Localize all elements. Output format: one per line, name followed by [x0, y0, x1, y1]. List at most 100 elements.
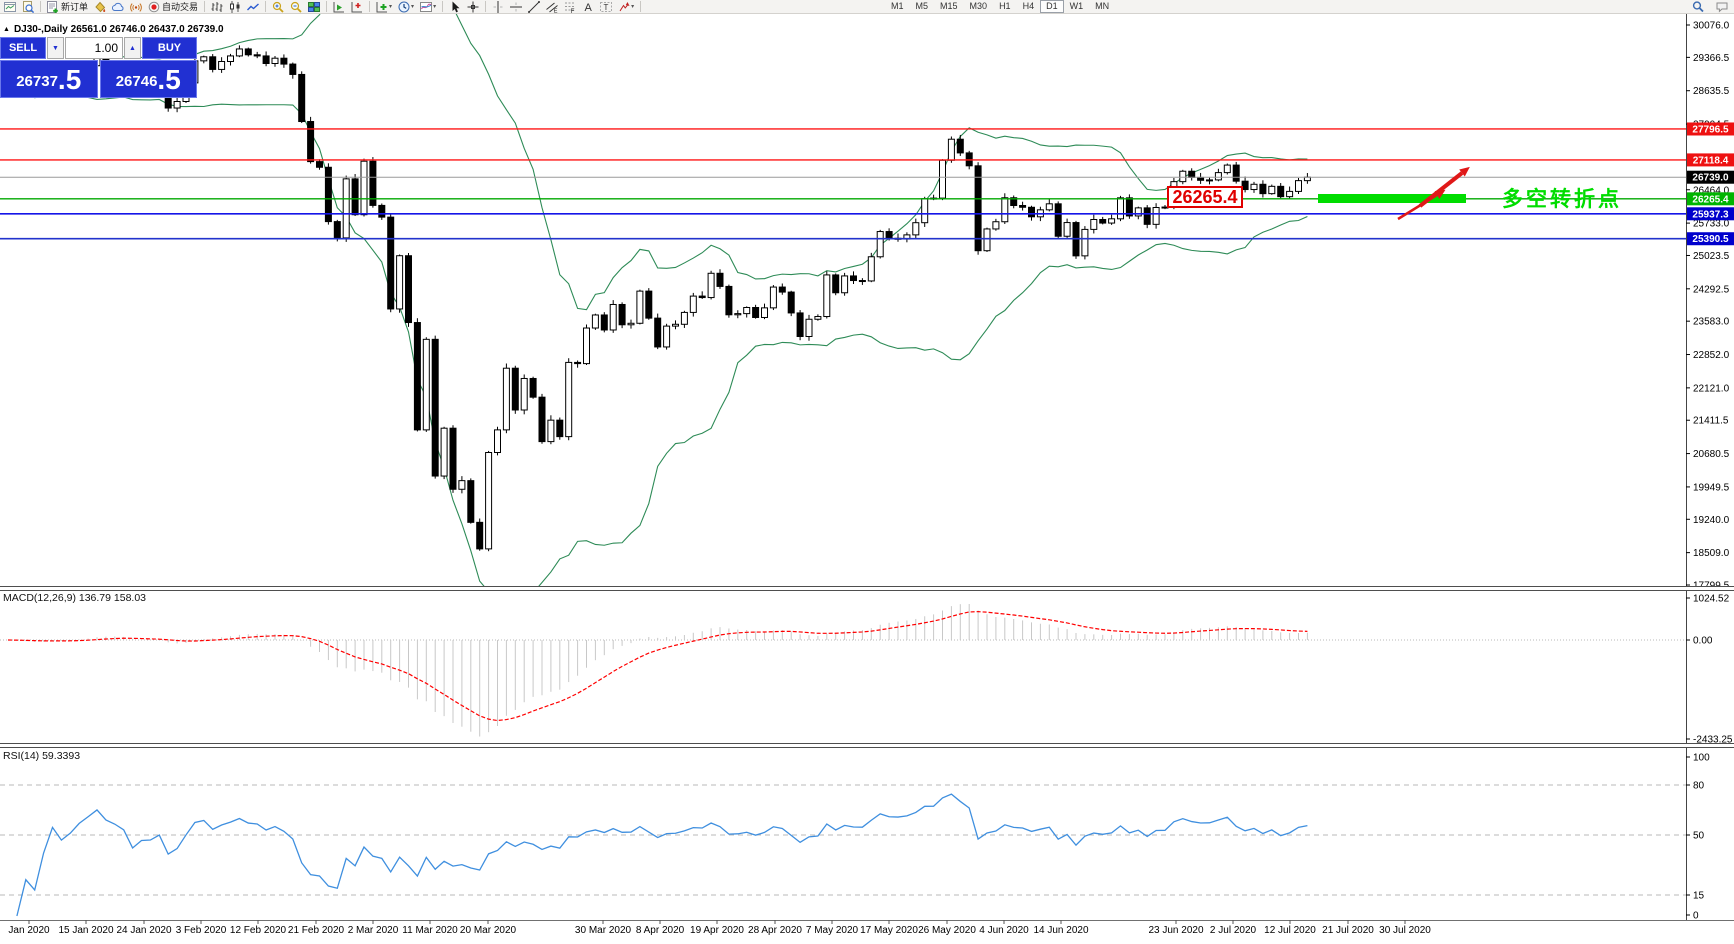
candlestick-chart-icon[interactable]	[226, 0, 244, 13]
periods-dropdown-icon[interactable]: ▾	[411, 4, 415, 10]
svg-text:26265.4: 26265.4	[1692, 194, 1729, 205]
one-click-trading-panel: SELL ▼ ▲ BUY 26737.5 26746.5	[0, 37, 197, 98]
svg-text:2 Jul 2020: 2 Jul 2020	[1210, 925, 1257, 936]
macd-rsi-pane-separator[interactable]	[0, 743, 1734, 748]
turning-point-note[interactable]: 多空转折点	[1502, 188, 1622, 211]
svg-text:22121.0: 22121.0	[1693, 383, 1730, 394]
volume-decrease-button[interactable]: ▼	[47, 37, 64, 59]
zoom-out-icon[interactable]	[287, 0, 305, 13]
volume-increase-button[interactable]: ▲	[124, 37, 141, 59]
toolbar-separator	[369, 1, 371, 12]
arrows-dropdown-icon[interactable]: ▾	[631, 4, 635, 10]
indicators-dropdown-icon[interactable]: ▾	[389, 4, 393, 10]
buy-price-main: 26746	[115, 73, 158, 90]
auto-scroll-icon[interactable]	[330, 0, 348, 13]
svg-text:30 Mar 2020: 30 Mar 2020	[575, 925, 632, 936]
sell-price-big-digit: .5	[57, 64, 82, 95]
svg-text:25023.5: 25023.5	[1693, 251, 1730, 262]
svg-text:17 May 2020: 17 May 2020	[860, 925, 918, 936]
symbol-collapse-icon[interactable]: ▲	[3, 26, 10, 33]
svg-text:28635.5: 28635.5	[1693, 86, 1730, 97]
buy-button[interactable]: BUY	[142, 37, 197, 59]
volume-input[interactable]	[65, 37, 123, 59]
svg-text:17799.5: 17799.5	[1693, 580, 1730, 591]
svg-text:29366.5: 29366.5	[1693, 53, 1730, 64]
svg-text:11 Mar 2020: 11 Mar 2020	[402, 925, 458, 936]
svg-text:50: 50	[1693, 831, 1705, 842]
macd-label: MACD(12,26,9) 136.79 158.03	[3, 592, 147, 604]
cursor-icon[interactable]	[446, 0, 464, 13]
zoom-in-icon[interactable]	[269, 0, 287, 13]
trendline-icon[interactable]	[525, 0, 543, 13]
svg-text:-2433.25: -2433.25	[1693, 735, 1733, 746]
chat-icon[interactable]	[1713, 0, 1731, 13]
main-toolbar: 新订单 自动交易 ▾ ▾ ▾ E F A T ▾ M1 M5 M15 M30 H1 H4 D1 W1 MN	[0, 0, 1734, 14]
svg-text:F: F	[571, 8, 575, 13]
svg-text:0.00: 0.00	[1693, 636, 1713, 647]
svg-text:27796.5: 27796.5	[1692, 124, 1729, 135]
sell-button[interactable]: SELL	[0, 37, 46, 59]
svg-text:8 Apr 2020: 8 Apr 2020	[636, 925, 685, 936]
svg-text:4 Jun 2020: 4 Jun 2020	[979, 925, 1029, 936]
svg-text:28 Apr 2020: 28 Apr 2020	[748, 925, 802, 936]
svg-text:23583.0: 23583.0	[1693, 317, 1730, 328]
timeframe-h1-button[interactable]: H1	[999, 1, 1011, 11]
toolbar-separator	[40, 1, 41, 12]
search-icon[interactable]	[1689, 0, 1707, 13]
signal-icon[interactable]	[127, 0, 145, 13]
bar-chart-icon[interactable]	[208, 0, 226, 13]
svg-text:19 Apr 2020: 19 Apr 2020	[690, 925, 744, 936]
svg-text:23 Jun 2020: 23 Jun 2020	[1148, 925, 1203, 936]
tile-windows-icon[interactable]	[305, 0, 323, 13]
cloud-icon[interactable]	[109, 0, 127, 13]
svg-text:3 Feb 2020: 3 Feb 2020	[176, 925, 227, 936]
timeframe-mn-button[interactable]: MN	[1095, 1, 1110, 11]
timeframe-w1-button[interactable]: W1	[1069, 1, 1084, 11]
vertical-line-icon[interactable]	[489, 0, 507, 13]
toolbar-separator	[485, 1, 487, 12]
timeframe-m1-button[interactable]: M1	[891, 1, 904, 11]
periods-icon[interactable]: ▾	[395, 0, 417, 13]
svg-text:15: 15	[1693, 891, 1705, 902]
templates-dropdown-icon[interactable]: ▾	[433, 4, 437, 10]
svg-text:18509.0: 18509.0	[1693, 548, 1730, 559]
toolbar-separator	[265, 1, 267, 12]
auto-trading-button[interactable]: 自动交易	[145, 0, 201, 13]
price-annotation-box[interactable]: 26265.4	[1167, 186, 1243, 208]
equidistant-channel-icon[interactable]: E	[543, 0, 561, 13]
timeframe-m5-button[interactable]: M5	[915, 1, 929, 11]
svg-text:0: 0	[1693, 911, 1699, 922]
main-macd-pane-separator[interactable]	[0, 586, 1734, 591]
timeframe-d1-button[interactable]: D1	[1040, 0, 1064, 13]
buy-price-tile[interactable]: 26746.5	[99, 60, 197, 98]
horizontal-line-icon[interactable]	[507, 0, 525, 13]
new-order-button[interactable]: 新订单	[44, 0, 91, 13]
svg-text:24292.5: 24292.5	[1693, 284, 1730, 295]
timeframe-h4-button[interactable]: H4	[1022, 1, 1035, 11]
svg-text:12 Feb 2020: 12 Feb 2020	[230, 925, 287, 936]
line-chart-icon[interactable]	[244, 0, 262, 13]
profiles-icon[interactable]	[19, 0, 37, 13]
svg-text:A: A	[585, 2, 593, 13]
svg-text:21 Feb 2020: 21 Feb 2020	[288, 925, 345, 936]
text-label-icon[interactable]: T	[597, 0, 615, 13]
sell-price-tile[interactable]: 26737.5	[0, 60, 98, 98]
svg-text:80: 80	[1693, 781, 1705, 792]
arrows-icon[interactable]: ▾	[615, 0, 637, 13]
svg-text:26 May 2020: 26 May 2020	[918, 925, 976, 936]
new-chart-icon[interactable]	[1, 0, 19, 13]
indicators-icon[interactable]: ▾	[373, 0, 395, 13]
toolbar-separator	[640, 1, 642, 12]
timeframe-m15-button[interactable]: M15	[940, 1, 958, 11]
fibonacci-icon[interactable]: F	[561, 0, 579, 13]
text-icon[interactable]: A	[579, 0, 597, 13]
chart-shift-icon[interactable]	[348, 0, 366, 13]
crosshair-icon[interactable]	[464, 0, 482, 13]
chart-styles-bucket-icon[interactable]	[91, 0, 109, 13]
templates-icon[interactable]: ▾	[417, 0, 439, 13]
svg-text:7 May 2020: 7 May 2020	[806, 925, 859, 936]
new-order-label: 新订单	[61, 2, 89, 12]
timeframe-m30-button[interactable]: M30	[969, 1, 988, 11]
